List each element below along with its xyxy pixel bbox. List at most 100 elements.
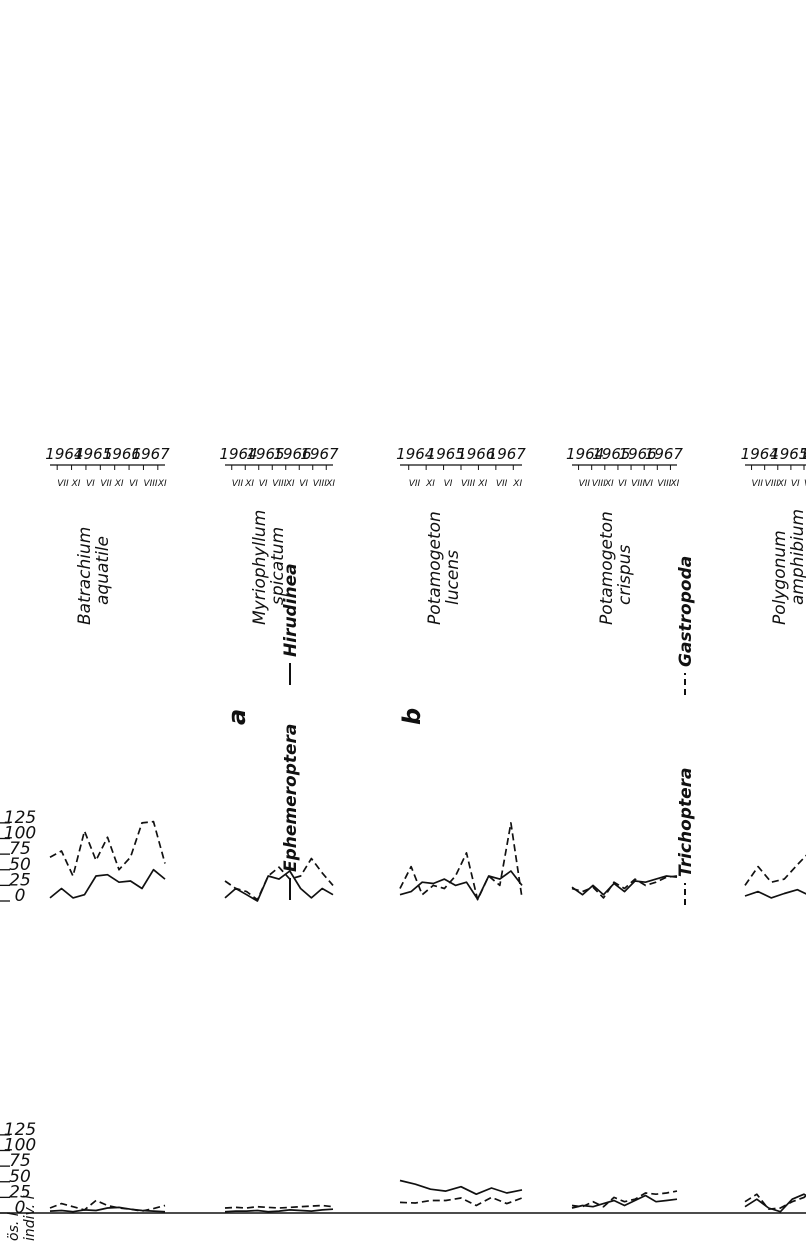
month-label: XI (512, 479, 522, 489)
year-label: 1965 (427, 445, 465, 463)
month-label: VII (752, 479, 764, 489)
month-label: VI (644, 479, 653, 489)
axis-tick-label: 75 (9, 839, 31, 859)
plant-name: Polygonum (770, 530, 790, 625)
month-label: VII (409, 479, 421, 489)
axis-tick-label: 125 (4, 1120, 36, 1140)
month-label: VI (618, 479, 627, 489)
month-label: VII (579, 479, 591, 489)
month-label: XI (425, 479, 435, 489)
month-label: VIII (765, 479, 779, 489)
month-label: VIII (631, 479, 645, 489)
legend-entry: Gastropoda (676, 556, 696, 667)
plant-name: Potamogeton (597, 511, 617, 625)
month-label: VIII (461, 479, 475, 489)
series-line-hirudinea (744, 1188, 806, 1213)
legend-entry: Ephemeroptera (281, 724, 301, 872)
month-label: VIII (313, 479, 327, 489)
year-label: 1964 (741, 445, 779, 463)
plant-name: Myriophyllum (250, 510, 270, 625)
series-line-ephemeroptera (399, 870, 523, 900)
panel-label-a: a (223, 709, 251, 725)
month-label: XI (157, 479, 167, 489)
series-line-gastropoda (571, 1190, 678, 1208)
month-label: VI (129, 479, 138, 489)
year-label: 1966 (800, 445, 806, 463)
month-label: XI (777, 479, 787, 489)
year-label: 1964 (45, 445, 83, 463)
series-line-ephemeroptera (224, 870, 334, 902)
series-line-trichoptera (224, 857, 334, 901)
year-label: 1965 (592, 445, 630, 463)
year-label: 1965 (246, 445, 284, 463)
month-label: VIII (272, 479, 286, 489)
month-label: XI (114, 479, 124, 489)
plant-name: lucens (443, 550, 463, 605)
axis-label: indiv. l (22, 1195, 38, 1241)
axis-tick-label: 50 (9, 1167, 31, 1187)
plant-name: aquatile (93, 536, 113, 605)
month-label: VI (86, 479, 95, 489)
month-label: VII (232, 479, 244, 489)
series-line-ephemeroptera (49, 868, 166, 899)
month-label: VII (496, 479, 508, 489)
month-label: VIII (592, 479, 606, 489)
plant-name: Batrachium (75, 527, 95, 625)
year-label: 1966 (103, 445, 141, 463)
series-line-ephemeroptera (571, 875, 678, 896)
series-line-gastropoda (744, 1187, 806, 1211)
year-label: 1964 (566, 445, 604, 463)
axis-tick-label: 100 (4, 824, 36, 844)
year-label: 1964 (219, 445, 257, 463)
series-line-ephemeroptera (744, 886, 806, 899)
month-label: VII (100, 479, 112, 489)
month-label: XI (604, 479, 614, 489)
month-label: XI (244, 479, 254, 489)
axis-label: ös. l (6, 1212, 22, 1241)
year-label: 1965 (770, 445, 806, 463)
year-label: 1965 (74, 445, 112, 463)
year-label: 1966 (273, 445, 311, 463)
series-line-hirudinea (571, 1194, 678, 1209)
axis-tick-label: 75 (9, 1151, 31, 1171)
year-label: 1967 (132, 445, 171, 463)
series-line-trichoptera (744, 837, 806, 886)
axis-tick-label: 0 (15, 1198, 26, 1218)
plant-name: amphibium (788, 509, 806, 605)
month-label: VI (259, 479, 268, 489)
month-label: VII (57, 479, 69, 489)
series-line-gastropoda (224, 1204, 334, 1209)
month-label: VI (444, 479, 453, 489)
series-line-hirudinea (399, 1179, 523, 1196)
legend-entry: Hirudinea (281, 563, 301, 657)
series-line-trichoptera (49, 820, 166, 877)
axis-tick-label: 100 (4, 1136, 36, 1156)
legend-entry: Trichoptera (676, 768, 696, 877)
year-label: 1964 (396, 445, 434, 463)
year-label: 1967 (300, 445, 339, 463)
plant-name: crispus (615, 545, 635, 605)
month-label: XI (477, 479, 487, 489)
axis-tick-label: 125 (4, 808, 36, 828)
plant-name: Potamogeton (425, 511, 445, 625)
year-label: 1967 (645, 445, 684, 463)
year-label: 1967 (488, 445, 527, 463)
series-line-hirudinea (224, 1208, 334, 1213)
month-label: XI (669, 479, 679, 489)
series-line-trichoptera (399, 822, 523, 901)
month-label: VIII (657, 479, 671, 489)
month-label: VI (299, 479, 308, 489)
year-label: 1966 (457, 445, 495, 463)
axis-tick-label: 25 (9, 870, 31, 890)
month-label: XI (285, 479, 295, 489)
month-label: XI (71, 479, 81, 489)
month-label: VI (791, 479, 800, 489)
series-line-trichoptera (571, 875, 678, 899)
series-line-gastropoda (399, 1196, 523, 1207)
axis-tick-label: 25 (9, 1182, 31, 1202)
panel-label-b: b (398, 708, 426, 725)
month-label: VIII (804, 479, 806, 489)
axis-tick-label: 50 (9, 855, 31, 875)
month-label: VIII (143, 479, 157, 489)
